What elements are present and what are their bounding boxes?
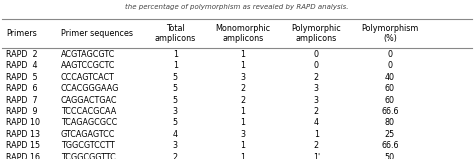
Text: 5: 5 [173,84,178,93]
Text: 3: 3 [314,84,319,93]
Text: 1: 1 [240,118,246,127]
Text: 25: 25 [385,130,395,139]
Text: 2: 2 [173,153,178,159]
Text: 3: 3 [173,141,178,150]
Text: 0: 0 [387,61,392,70]
Text: 5: 5 [173,118,178,127]
Text: RAPD  2: RAPD 2 [6,50,38,59]
Text: Primers: Primers [6,29,37,38]
Text: 3: 3 [173,107,178,116]
Text: CAGGACTGAC: CAGGACTGAC [61,96,117,104]
Text: TCCCACGCAA: TCCCACGCAA [61,107,116,116]
Text: 5: 5 [173,73,178,82]
Text: RAPD  7: RAPD 7 [6,96,38,104]
Text: CCACGGGAAG: CCACGGGAAG [61,84,119,93]
Text: 4: 4 [314,118,319,127]
Text: 1: 1 [240,107,246,116]
Text: 1: 1 [240,50,246,59]
Text: AAGTCCGCTC: AAGTCCGCTC [61,61,115,70]
Text: TCAGAGCGCC: TCAGAGCGCC [61,118,117,127]
Text: 80: 80 [385,118,395,127]
Text: 50: 50 [385,153,395,159]
Text: 4: 4 [173,130,178,139]
Text: RAPD  6: RAPD 6 [6,84,37,93]
Text: 0: 0 [314,50,319,59]
Text: CCCAGTCACT: CCCAGTCACT [61,73,115,82]
Text: 1: 1 [314,130,319,139]
Text: the percentage of polymorphism as revealed by RAPD analysis.: the percentage of polymorphism as reveal… [125,4,349,10]
Text: 3: 3 [314,96,319,104]
Text: RAPD 10: RAPD 10 [6,118,40,127]
Text: Monomorphic
amplicons: Monomorphic amplicons [215,24,271,44]
Text: 1: 1 [240,61,246,70]
Text: RAPD 16: RAPD 16 [6,153,40,159]
Text: 2: 2 [314,141,319,150]
Text: 2: 2 [314,73,319,82]
Text: ACGTAGCGTC: ACGTAGCGTC [61,50,115,59]
Text: 2: 2 [240,96,246,104]
Text: Polymorphism
(%): Polymorphism (%) [361,24,419,44]
Text: 1: 1 [240,141,246,150]
Text: GTCAGAGTCC: GTCAGAGTCC [61,130,115,139]
Text: 60: 60 [385,96,395,104]
Text: RAPD  4: RAPD 4 [6,61,37,70]
Text: Primer sequences: Primer sequences [61,29,133,38]
Text: 60: 60 [385,84,395,93]
Text: 1: 1 [240,153,246,159]
Text: 1: 1 [173,50,178,59]
Text: RAPD 13: RAPD 13 [6,130,40,139]
Text: TCGGCGGTTC: TCGGCGGTTC [61,153,116,159]
Text: 66.6: 66.6 [381,141,399,150]
Text: Total
amplicons: Total amplicons [155,24,196,44]
Text: 40: 40 [385,73,395,82]
Text: TGGCGTCCTT: TGGCGTCCTT [61,141,114,150]
Text: 3: 3 [240,73,246,82]
Text: 0: 0 [387,50,392,59]
Text: 0: 0 [314,61,319,70]
Text: Polymorphic
amplicons: Polymorphic amplicons [292,24,341,44]
Text: RAPD  5: RAPD 5 [6,73,38,82]
Text: 2: 2 [314,107,319,116]
Text: 66.6: 66.6 [381,107,399,116]
Text: RAPD  9: RAPD 9 [6,107,38,116]
Text: 5: 5 [173,96,178,104]
Text: 2: 2 [240,84,246,93]
Text: 3: 3 [240,130,246,139]
Text: 1: 1 [173,61,178,70]
Text: RAPD 15: RAPD 15 [6,141,40,150]
Text: 1': 1' [313,153,320,159]
